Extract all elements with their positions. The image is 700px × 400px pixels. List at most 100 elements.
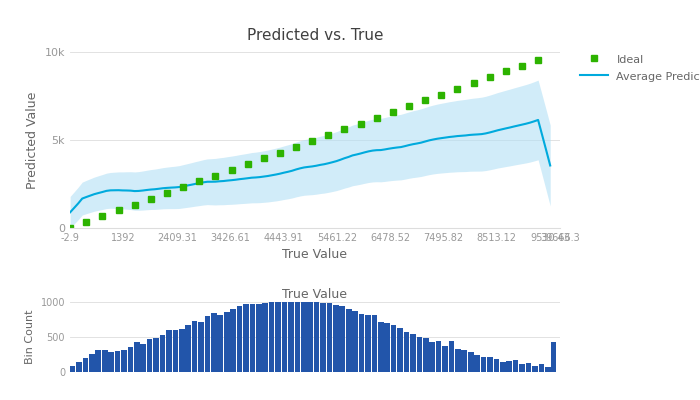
Bar: [397, 328, 403, 372]
Text: Predicted vs. True: Predicted vs. True: [246, 28, 384, 43]
Bar: [70, 366, 76, 372]
Bar: [192, 321, 197, 372]
Title: True Value: True Value: [283, 288, 347, 300]
Ideal: [332, 130, 341, 135]
Bar: [134, 342, 139, 372]
Average Predicted Value: [167, 185, 175, 190]
Bar: [295, 300, 300, 372]
Y-axis label: Predicted Value: Predicted Value: [26, 91, 39, 188]
Bar: [468, 352, 473, 372]
Bar: [275, 300, 281, 372]
Bar: [372, 315, 377, 372]
Bar: [404, 332, 410, 372]
Bar: [513, 360, 519, 372]
Ideal: [546, 53, 554, 58]
Bar: [186, 325, 191, 372]
Bar: [243, 304, 248, 372]
Bar: [314, 300, 319, 372]
Bar: [455, 349, 461, 372]
Bar: [89, 354, 95, 372]
Bar: [442, 346, 448, 372]
Ideal: [66, 226, 74, 230]
Bar: [532, 366, 538, 372]
Bar: [95, 350, 101, 372]
Bar: [127, 347, 133, 372]
Average Predicted Value: [195, 181, 204, 186]
Bar: [327, 303, 332, 372]
Bar: [551, 342, 556, 372]
Ideal: [167, 189, 175, 194]
Average Predicted Value: [397, 145, 405, 150]
Bar: [487, 357, 493, 372]
Bar: [147, 339, 153, 372]
Average Predicted Value: [534, 118, 542, 122]
Bar: [83, 358, 88, 372]
Bar: [102, 350, 108, 372]
Ideal: [397, 107, 405, 112]
Bar: [153, 338, 159, 372]
Bar: [166, 330, 172, 372]
Bar: [211, 313, 217, 372]
Ideal: [195, 179, 204, 184]
Bar: [307, 302, 313, 372]
Bar: [218, 315, 223, 372]
Y-axis label: Bin Count: Bin Count: [25, 310, 35, 364]
Bar: [333, 305, 339, 372]
Bar: [526, 364, 531, 372]
Bar: [494, 359, 499, 372]
Bar: [224, 312, 230, 372]
X-axis label: True Value: True Value: [283, 248, 347, 261]
Bar: [538, 364, 544, 372]
Bar: [346, 309, 351, 372]
Line: Ideal: Ideal: [67, 53, 553, 231]
Bar: [500, 362, 505, 372]
Bar: [204, 316, 210, 372]
Bar: [160, 335, 165, 372]
Bar: [481, 357, 486, 372]
Bar: [461, 350, 467, 372]
Average Predicted Value: [530, 119, 538, 124]
Bar: [301, 300, 307, 372]
Bar: [416, 337, 422, 372]
Bar: [340, 306, 345, 372]
Bar: [172, 330, 178, 372]
Bar: [269, 302, 274, 372]
Bar: [179, 329, 185, 372]
Bar: [76, 362, 82, 372]
Bar: [288, 301, 294, 372]
Bar: [365, 315, 371, 372]
Bar: [429, 342, 435, 372]
Average Predicted Value: [445, 134, 454, 139]
Bar: [121, 350, 127, 372]
Bar: [237, 306, 242, 372]
Bar: [475, 355, 480, 372]
Bar: [384, 323, 390, 372]
Bar: [378, 322, 384, 372]
Bar: [358, 314, 365, 372]
Ideal: [445, 89, 454, 94]
Average Predicted Value: [546, 163, 554, 168]
Bar: [141, 344, 146, 372]
Bar: [320, 303, 326, 372]
Bar: [519, 364, 525, 372]
Bar: [352, 310, 358, 372]
Bar: [545, 368, 551, 372]
Bar: [410, 334, 416, 372]
Bar: [230, 309, 236, 372]
Bar: [281, 301, 287, 372]
Legend: Ideal, Average Predicted Value: Ideal, Average Predicted Value: [575, 49, 700, 86]
Ideal: [530, 59, 538, 64]
Bar: [423, 338, 428, 372]
Bar: [250, 304, 255, 372]
Bar: [506, 361, 512, 372]
Bar: [198, 322, 204, 372]
Line: Average Predicted Value: Average Predicted Value: [70, 120, 550, 212]
Bar: [262, 303, 268, 372]
Bar: [108, 352, 114, 372]
Bar: [391, 325, 396, 372]
Bar: [115, 351, 120, 372]
Bar: [436, 340, 442, 372]
Average Predicted Value: [332, 159, 341, 164]
Bar: [256, 304, 262, 372]
Average Predicted Value: [66, 210, 74, 215]
